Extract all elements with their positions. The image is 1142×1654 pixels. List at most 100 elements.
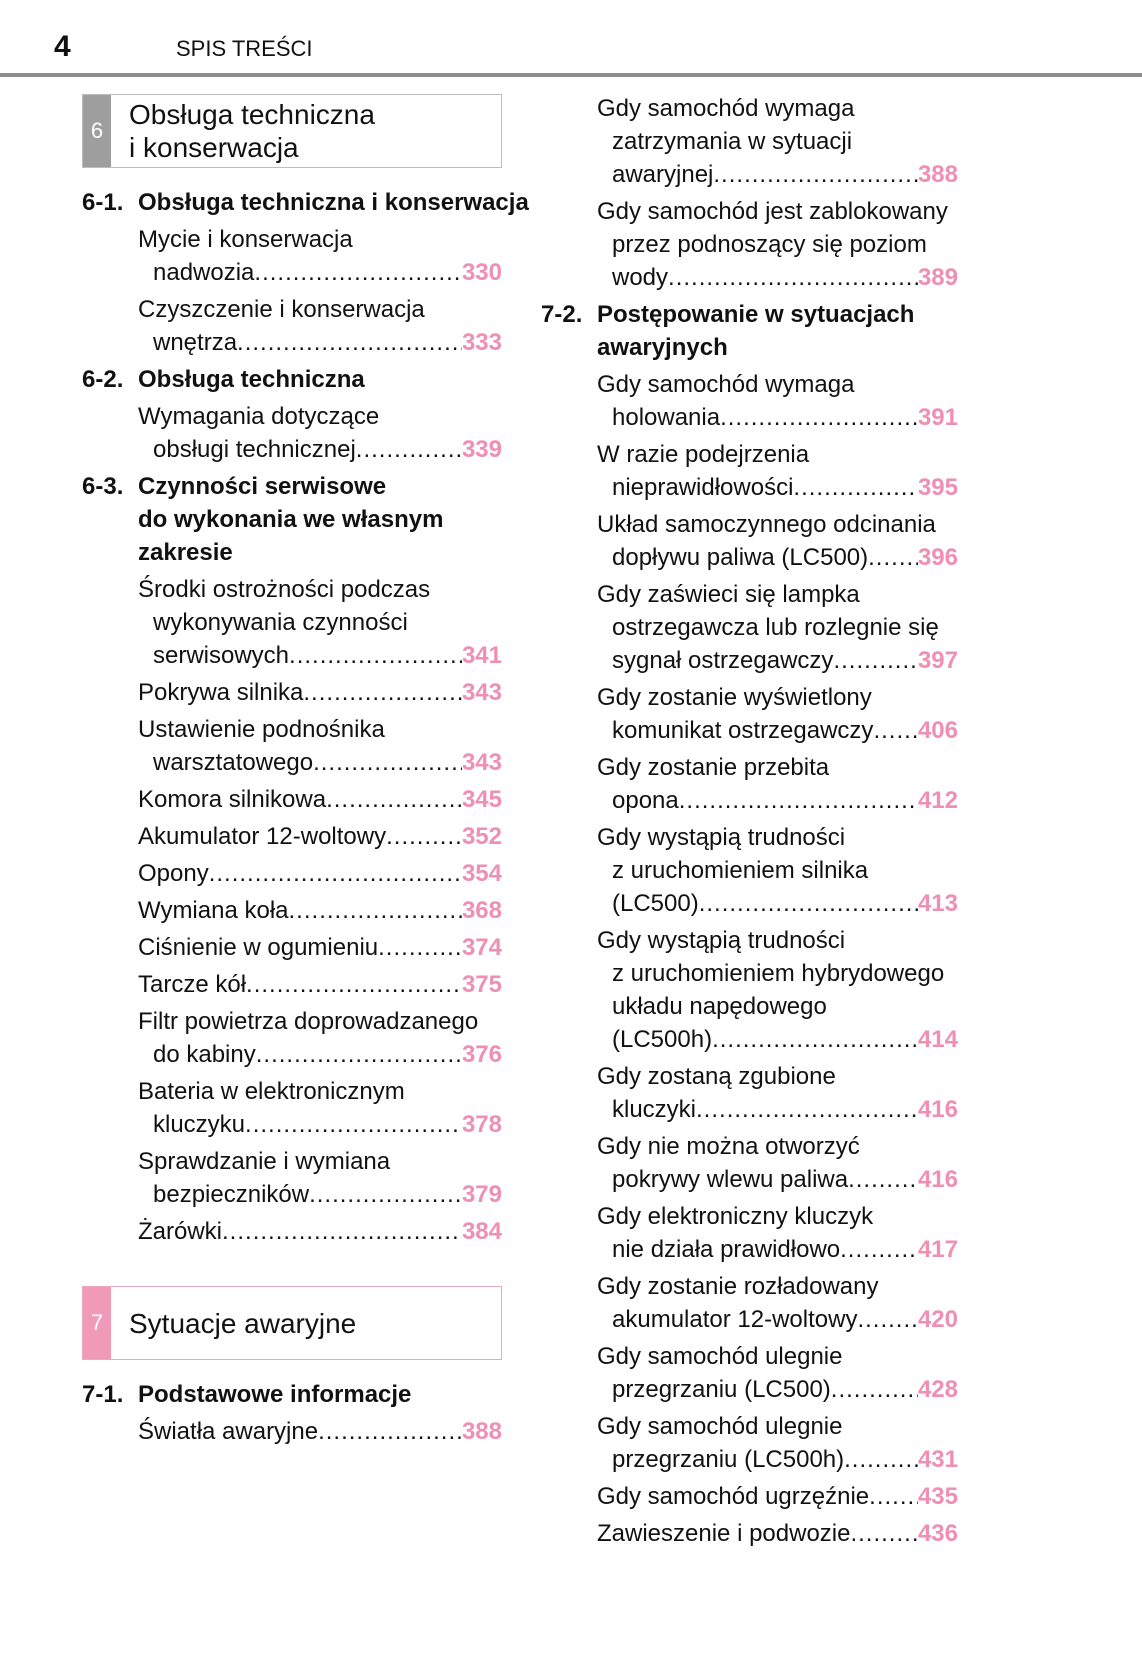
page-link[interactable]: 354	[461, 860, 502, 887]
page-link[interactable]: 330	[461, 259, 502, 286]
page-link[interactable]: 388	[461, 1418, 502, 1445]
page-link[interactable]: 397	[917, 647, 958, 674]
page-link[interactable]: 420	[917, 1306, 958, 1333]
dot-leader: ........................................…	[378, 934, 462, 961]
page-link[interactable]: 384	[461, 1218, 502, 1245]
dot-leader: ........................................…	[222, 1218, 462, 1245]
page-link[interactable]: 389	[917, 264, 958, 291]
toc-entry[interactable]: Wymiana koła............................…	[138, 894, 502, 927]
page-link[interactable]: 428	[917, 1376, 958, 1403]
toc-entry[interactable]: Gdy samochód jest zablokowany przez podno…	[597, 195, 958, 294]
page-link[interactable]: 333	[461, 329, 502, 356]
entry-line: przegrzaniu (LC500).....................…	[597, 1373, 958, 1406]
toc-entry[interactable]: Układ samoczynnego odcinania dopływu pali…	[597, 508, 958, 574]
toc-entry[interactable]: Pokrywa silnika.........................…	[138, 676, 502, 709]
toc-entry[interactable]: Gdy zostaną zgubione kluczyki............…	[597, 1060, 958, 1126]
page-link[interactable]: 374	[461, 934, 502, 961]
dot-leader: ........................................…	[254, 259, 462, 286]
page-link[interactable]: 413	[917, 890, 958, 917]
page-link[interactable]: 341	[461, 642, 502, 669]
page-link[interactable]: 379	[461, 1181, 502, 1208]
page-link[interactable]: 368	[461, 897, 502, 924]
toc-entry[interactable]: Gdy samochód ugrzęźnie..................…	[597, 1480, 958, 1513]
toc-chapter-heading[interactable]: 7-2. Postępowanie w sytuacjach awaryjnych	[541, 298, 958, 364]
page-link[interactable]: 345	[461, 786, 502, 813]
toc-entry[interactable]: W razie podejrzenia nieprawidłowości.....…	[597, 438, 958, 504]
toc-entry[interactable]: Opony...................................…	[138, 857, 502, 890]
entry-line: kluczyku................................…	[138, 1108, 502, 1141]
toc-entry[interactable]: Światła awaryjne........................…	[138, 1415, 502, 1448]
toc-entry[interactable]: Filtr powietrza doprowadzanego do kabiny.…	[138, 1005, 502, 1071]
page-link[interactable]: 416	[917, 1096, 958, 1123]
toc-entry[interactable]: Gdy nie można otworzyć pokrywy wlewu pali…	[597, 1130, 958, 1196]
dot-leader: ........................................…	[848, 1166, 918, 1193]
toc-entry[interactable]: Komora silnikowa........................…	[138, 783, 502, 816]
toc-chapter-heading[interactable]: 7-1. Podstawowe informacje	[82, 1378, 502, 1411]
section-header-6[interactable]: 6 Obsługa techniczna i konserwacja	[82, 94, 502, 168]
section-title-line: Sytuacje awaryjne	[129, 1307, 357, 1339]
toc-entry[interactable]: Gdy elektroniczny kluczyk nie działa praw…	[597, 1200, 958, 1266]
dot-leader: ........................................…	[698, 890, 918, 917]
toc-entry[interactable]: Gdy wystąpią trudności z uruchomieniem hy…	[597, 924, 958, 1056]
entry-line: z uruchomieniem hybrydowego	[612, 960, 945, 987]
page-link[interactable]: 396	[917, 544, 958, 571]
section-header-7[interactable]: 7 Sytuacje awaryjne	[82, 1286, 502, 1360]
page-link[interactable]: 339	[461, 436, 502, 463]
toc-entry[interactable]: Gdy zaświeci się lampka ostrzegawcza lub …	[597, 578, 958, 677]
page-link[interactable]: 343	[461, 749, 502, 776]
toc-entry[interactable]: Mycie i konserwacja nadwozia.............…	[138, 223, 502, 289]
page-link[interactable]: 391	[917, 404, 958, 431]
toc-entry[interactable]: Gdy zostanie przebita opona..............…	[597, 751, 958, 817]
chapter-title: Obsługa techniczna i konserwacja	[138, 186, 529, 219]
toc-chapter-heading[interactable]: 6-3. Czynności serwisowe do wykonania we w…	[82, 470, 502, 569]
toc-entry[interactable]: Gdy samochód ulegnie przegrzaniu (LC500).…	[597, 1340, 958, 1406]
toc-entry[interactable]: Gdy samochód ulegnie przegrzaniu (LC500h)…	[597, 1410, 958, 1476]
dot-leader: ........................................…	[868, 544, 918, 571]
toc-entry[interactable]: Akumulator 12-woltowy...................…	[138, 820, 502, 853]
page-link[interactable]: 376	[461, 1041, 502, 1068]
chapter-title: Obsługa techniczna	[138, 363, 365, 396]
page-link[interactable]: 395	[917, 474, 958, 501]
page-link[interactable]: 417	[917, 1236, 958, 1263]
page-link[interactable]: 431	[917, 1446, 958, 1473]
toc-entry[interactable]: Ciśnienie w ogumieniu...................…	[138, 931, 502, 964]
toc-entry[interactable]: Tarcze kół..............................…	[138, 968, 502, 1001]
page-link[interactable]: 343	[461, 679, 502, 706]
toc-entry[interactable]: Gdy wystąpią trudności z uruchomieniem si…	[597, 821, 958, 920]
entry-line: Mycie i konserwacja	[138, 226, 353, 253]
page-link[interactable]: 435	[917, 1483, 958, 1510]
toc-entry[interactable]: Żarówki.................................…	[138, 1215, 502, 1248]
toc-entry[interactable]: Czyszczenie i konserwacja wnętrza........…	[138, 293, 502, 359]
page-link[interactable]: 378	[461, 1111, 502, 1138]
page-link[interactable]: 375	[461, 971, 502, 998]
entry-text: obsługi technicznej	[153, 436, 356, 463]
dot-leader: ........................................…	[793, 474, 918, 501]
toc-entry[interactable]: Środki ostrożności podczas wykonywania cz…	[138, 573, 502, 672]
entry-text: bezpieczników	[153, 1181, 310, 1208]
toc-entry[interactable]: Zawieszenie i podwozie..................…	[597, 1517, 958, 1550]
page-link[interactable]: 416	[917, 1166, 958, 1193]
toc-entry[interactable]: Ustawienie podnośnika warsztatowego......…	[138, 713, 502, 779]
toc-entry[interactable]: Gdy samochód wymaga holowania............…	[597, 368, 958, 434]
entry-text: Akumulator 12-woltowy	[138, 823, 387, 850]
page-link[interactable]: 388	[917, 161, 958, 188]
dot-leader: ........................................…	[245, 1111, 462, 1138]
page-link[interactable]: 436	[917, 1520, 958, 1547]
chapter-number: 6-1.	[82, 189, 124, 216]
toc-entry[interactable]: Gdy zostanie rozładowany akumulator 12-wo…	[597, 1270, 958, 1336]
entry-text: Pokrywa silnika	[138, 679, 304, 706]
toc-chapter-heading[interactable]: 6-1. Obsługa techniczna i konserwacja	[82, 186, 529, 219]
entry-line: Zawieszenie i podwozie..................…	[597, 1517, 958, 1550]
entry-line: układu napędowego	[612, 993, 827, 1020]
toc-entry[interactable]: Bateria w elektronicznym kluczyku........…	[138, 1075, 502, 1141]
page-link[interactable]: 414	[917, 1026, 958, 1053]
toc-entry[interactable]: Wymagania dotyczące obsługi technicznej..…	[138, 400, 502, 466]
toc-entry[interactable]: Gdy zostanie wyświetlony komunikat ostrze…	[597, 681, 958, 747]
toc-entry[interactable]: Gdy samochód wymaga zatrzymania w sytuacj…	[597, 92, 958, 191]
toc-chapter-heading[interactable]: 6-2. Obsługa techniczna	[82, 363, 502, 396]
page-link[interactable]: 406	[917, 717, 958, 744]
page-link[interactable]: 412	[917, 787, 958, 814]
page-link[interactable]: 352	[461, 823, 502, 850]
header-divider	[0, 73, 1142, 77]
toc-entry[interactable]: Sprawdzanie i wymiana bezpieczników......…	[138, 1145, 502, 1211]
